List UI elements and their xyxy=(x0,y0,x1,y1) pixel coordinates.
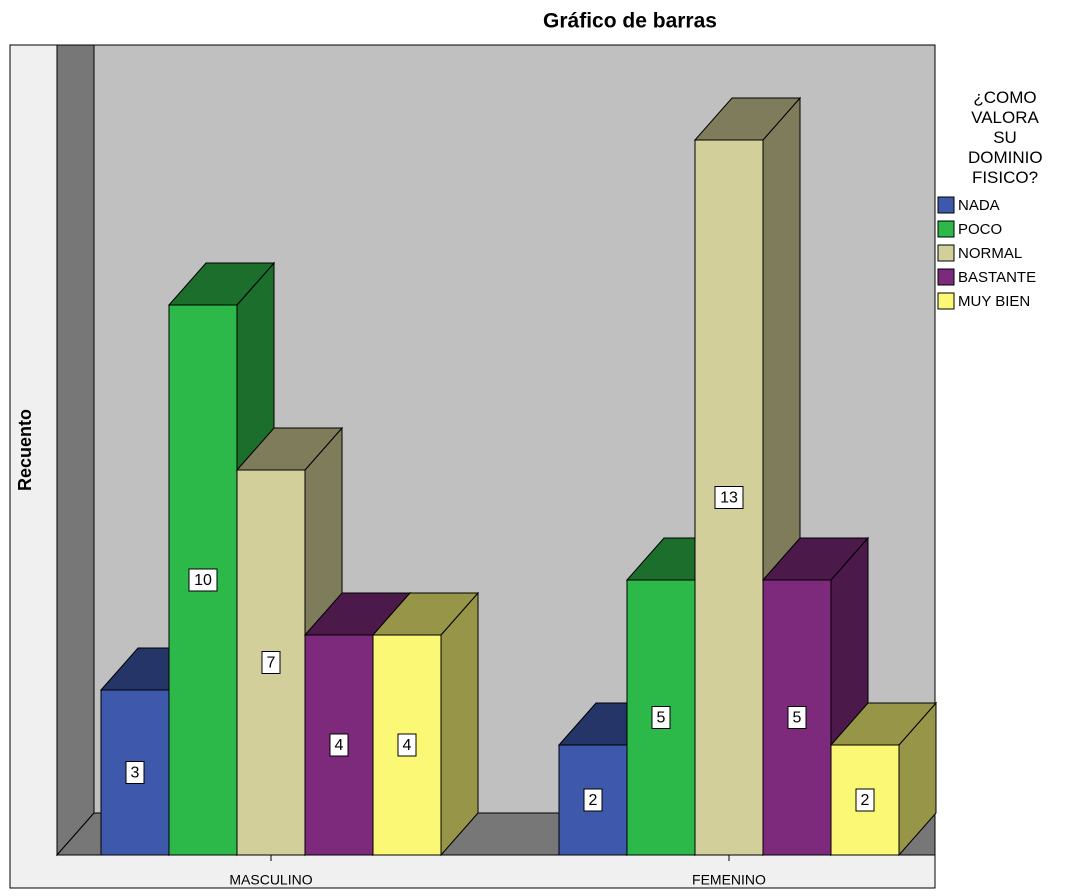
value-label-box xyxy=(651,706,671,729)
value-label-box xyxy=(787,706,807,729)
side-wall xyxy=(56,44,95,857)
value-label: 5 xyxy=(793,710,802,727)
value-label-box xyxy=(188,568,218,592)
legend-swatch xyxy=(937,220,955,238)
value-label: 13 xyxy=(720,490,738,507)
legend-swatch xyxy=(937,196,955,214)
legend-label: BASTANTE xyxy=(958,269,1036,286)
value-label: 7 xyxy=(267,655,276,672)
value-label-box xyxy=(125,761,145,784)
value-label: 2 xyxy=(589,792,598,809)
value-label: 5 xyxy=(657,710,666,727)
value-label-box xyxy=(397,733,417,757)
value-label: 10 xyxy=(194,572,212,589)
x-tick-label: FEMENINO xyxy=(692,872,766,888)
value-label: 3 xyxy=(131,765,140,782)
legend-swatch xyxy=(937,292,955,310)
x-tick-label: MASCULINO xyxy=(229,872,312,888)
chart-title: Gráfico de barras xyxy=(543,10,717,33)
value-label-box xyxy=(714,486,744,509)
legend-label: NADA xyxy=(958,197,1000,214)
legend-title: ¿COMO VALORA SU DOMINIO FISICO? xyxy=(968,88,1043,187)
value-label-box xyxy=(855,788,875,812)
legend-swatch xyxy=(937,244,955,262)
legend-label: POCO xyxy=(958,221,1002,238)
value-label: 4 xyxy=(403,737,412,754)
legend-label: MUY BIEN xyxy=(958,293,1030,310)
y-axis-label: Recuento xyxy=(15,409,35,491)
value-label-box xyxy=(329,733,349,757)
bar-side xyxy=(440,591,479,857)
value-label: 4 xyxy=(335,737,344,754)
value-label: 2 xyxy=(861,792,870,809)
value-label-box xyxy=(583,788,603,812)
legend-swatch xyxy=(937,268,955,286)
value-label-box xyxy=(261,651,281,674)
legend-label: NORMAL xyxy=(958,245,1022,262)
